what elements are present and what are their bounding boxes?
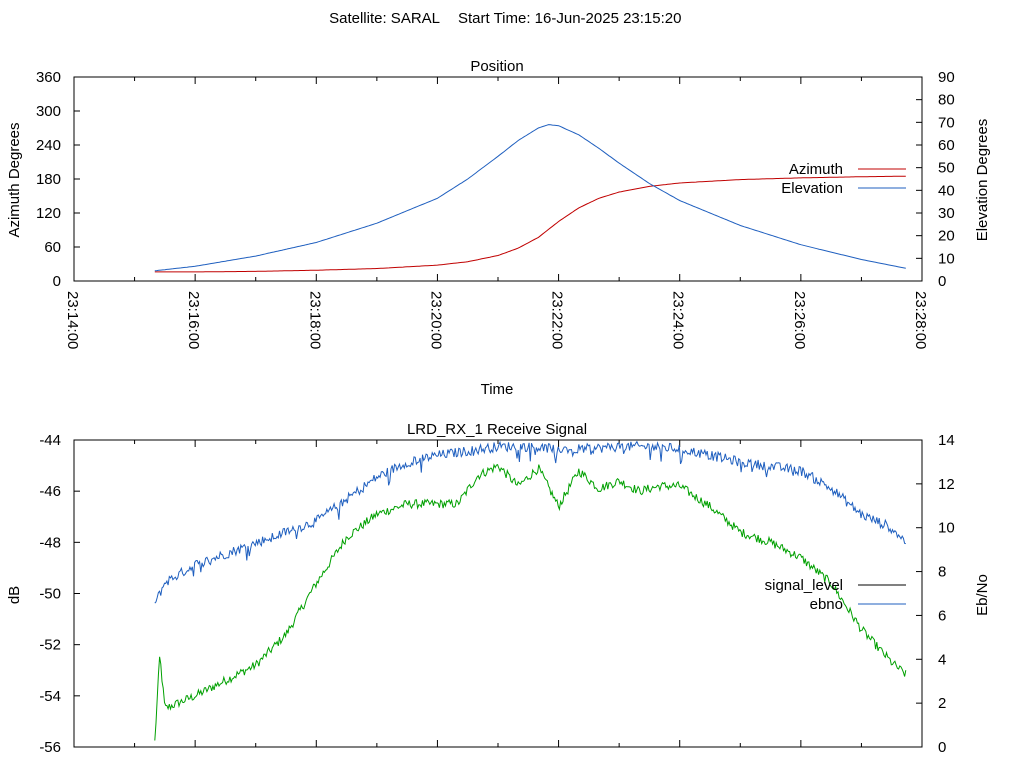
y-tick-label: -52 (39, 637, 61, 654)
legend-label-signal-level: signal_level (765, 577, 843, 594)
y2-tick-label: 6 (938, 607, 946, 624)
y2-tick-label: 60 (938, 137, 955, 154)
legend-label-elevation: Elevation (781, 180, 843, 197)
y-tick-label: -48 (39, 534, 61, 551)
signal-yaxis-label: dB (6, 586, 23, 604)
series-line-azimuth (154, 175, 906, 273)
y-tick-label: 60 (44, 239, 61, 256)
y2-tick-label: 2 (938, 695, 946, 712)
position-yaxis-label: Azimuth Degrees (6, 122, 23, 237)
y2-tick-label: 70 (938, 114, 955, 131)
y2-tick-label: 0 (938, 739, 946, 756)
y2-tick-label: 90 (938, 69, 955, 86)
signal-legend: signal_level ebno (765, 577, 906, 613)
x-tick-label: 23:14:00 (64, 291, 81, 349)
y-tick-label: 300 (36, 103, 61, 120)
y-tick-label: 180 (36, 171, 61, 188)
position-legend: Azimuth Elevation (781, 161, 906, 197)
position-series (154, 124, 906, 273)
position-y2axis-label: Elevation Degrees (974, 119, 991, 242)
y2-tick-label: 14 (938, 432, 955, 449)
position-chart: Position 0 60 120 180 240 300 360 0 10 20 30 40 50 60… (6, 58, 991, 398)
y-tick-label: 360 (36, 69, 61, 86)
signal-ticks: -44 -46 -48 -50 -52 -54 -56 0 2 4 6 8 10 12 14 (39, 432, 954, 756)
y-tick-label: -46 (39, 483, 61, 500)
receive-signal-chart: LRD_RX_1 Receive Signal -44-46-48-50-52-… (6, 421, 991, 756)
y2-tick-label: 40 (938, 182, 955, 199)
position-xaxis-label: Time (481, 381, 514, 398)
legend-label-azimuth: Azimuth (789, 161, 843, 178)
legend-label-ebno: ebno (810, 596, 843, 613)
x-tick-label: 23:16:00 (185, 291, 202, 349)
series-line-elevation (154, 124, 906, 272)
position-ticks: 0 60 120 180 240 300 360 0 10 20 30 40 50 60 70 80 90 23:… (36, 69, 955, 349)
y-tick-label: 240 (36, 137, 61, 154)
series-line-ebno (154, 440, 906, 604)
y2-tick-label: 0 (938, 273, 946, 290)
x-tick-label: 23:24:00 (670, 291, 687, 349)
y2-tick-label: 8 (938, 564, 946, 581)
x-tick-label: 23:20:00 (427, 291, 444, 349)
x-tick-label: 23:18:00 (306, 291, 323, 349)
y2-tick-label: 20 (938, 228, 955, 245)
y-tick-label: 0 (53, 273, 61, 290)
satellite-label: Satellite: SARAL (329, 10, 440, 27)
x-tick-label: 23:26:00 (791, 291, 808, 349)
y2-tick-label: 80 (938, 92, 955, 109)
x-tick-label: 23:22:00 (549, 291, 566, 349)
x-tick-label: 23:28:00 (912, 291, 929, 349)
y-tick-label: -44 (39, 432, 61, 449)
series-line-signal-level (154, 463, 907, 741)
signal-series (154, 440, 907, 741)
y-tick-label: -50 (39, 586, 61, 603)
y-tick-label: -54 (39, 688, 61, 705)
y2-tick-label: 12 (938, 476, 955, 493)
signal-y2axis-label: Eb/No (974, 574, 991, 616)
y2-tick-label: 50 (938, 160, 955, 177)
y2-tick-label: 30 (938, 205, 955, 222)
signal-chart-title: LRD_RX_1 Receive Signal (407, 421, 587, 438)
y-tick-label: -56 (39, 739, 61, 756)
y2-tick-label: 4 (938, 651, 946, 668)
y2-tick-label: 10 (938, 250, 955, 267)
start-time-label: Start Time: 16-Jun-2025 23:15:20 (458, 10, 681, 27)
y-tick-label: 120 (36, 205, 61, 222)
y2-tick-label: 10 (938, 520, 955, 537)
position-chart-title: Position (470, 58, 523, 75)
